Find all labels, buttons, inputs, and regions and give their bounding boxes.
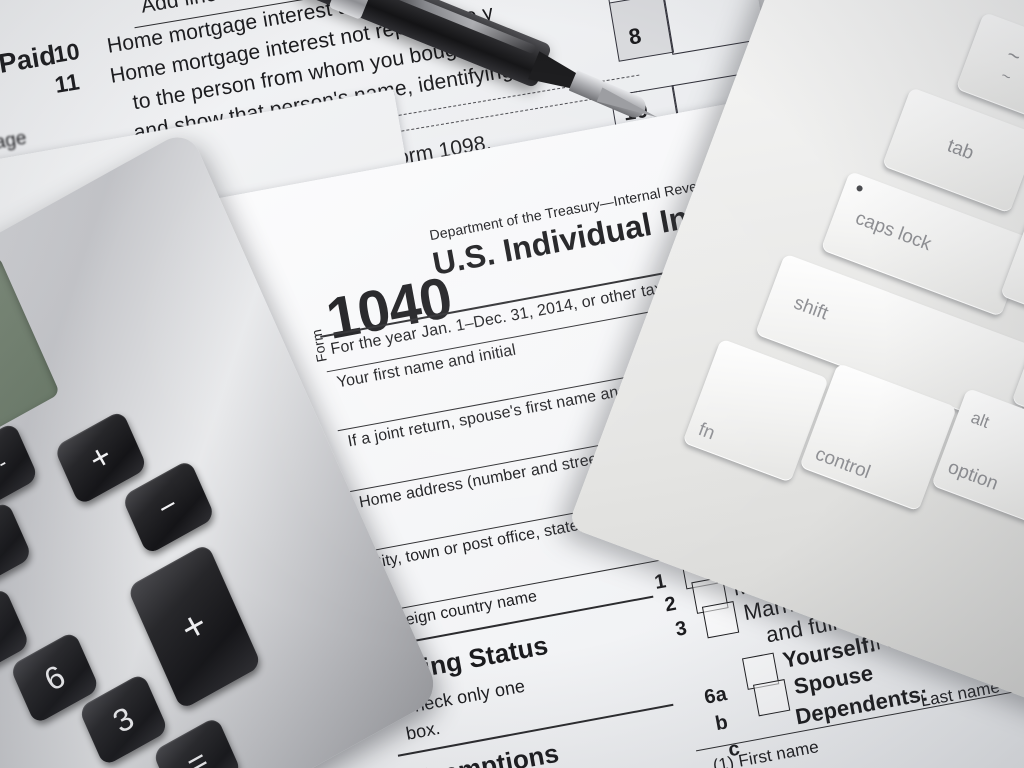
calc-key-equals[interactable]: = xyxy=(152,715,243,768)
exemptions-heading: Exemptions xyxy=(409,737,562,768)
filing-option-num-2: 2 xyxy=(663,592,679,617)
exemption-num-6a: 6a xyxy=(702,683,729,709)
calculator-display xyxy=(0,255,61,539)
checkbox-married-separately[interactable] xyxy=(701,601,740,639)
exemption-num-b: b xyxy=(713,711,730,736)
calc-key-divide[interactable]: ÷ xyxy=(0,500,33,594)
checkbox-spouse[interactable] xyxy=(752,679,791,717)
schedule-a-line-num-11: 11 xyxy=(52,68,82,98)
filing-option-num-3: 3 xyxy=(673,617,689,641)
form-word-label: Form xyxy=(308,328,330,364)
schedule-a-paid-label: u Paid xyxy=(0,39,59,83)
filing-option-num-1: 1 xyxy=(652,570,668,594)
keyboard-key-tilde[interactable]: ~ ~ xyxy=(955,11,1024,119)
schedule-a-line-num-10: 10 xyxy=(51,37,82,68)
calc-key-sign[interactable]: +/- xyxy=(0,421,39,515)
alt-label: alt xyxy=(968,407,992,432)
caps-lock-indicator-icon xyxy=(855,184,864,193)
tilde-icon: ~ xyxy=(1003,41,1024,70)
option-label: option xyxy=(945,456,1001,495)
filing-status-subheading2: box. xyxy=(404,717,442,744)
